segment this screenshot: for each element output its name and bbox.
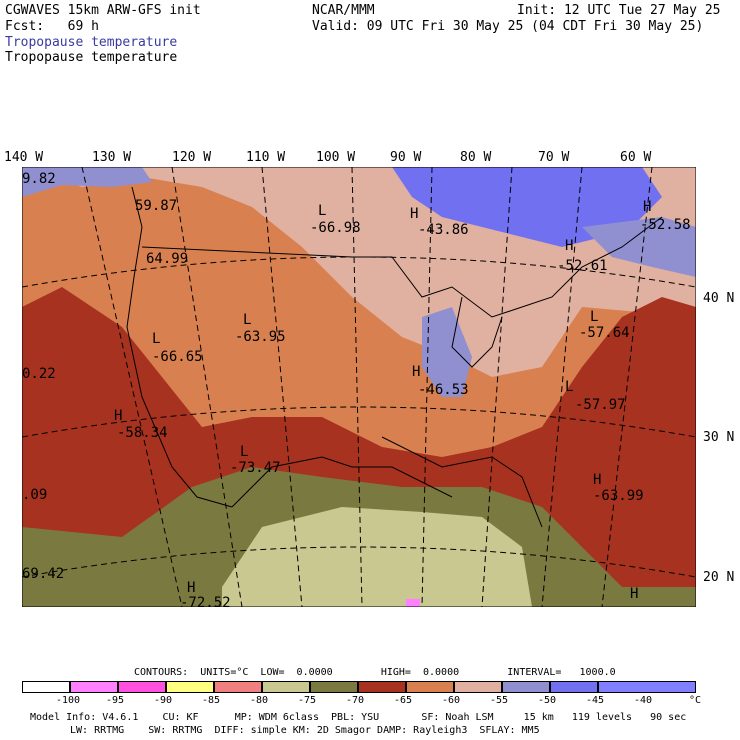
high-marker: H	[412, 364, 421, 380]
map-value-label: -52.58	[640, 217, 691, 233]
map-value-label: .09	[22, 487, 48, 503]
lon-label: 140 W	[4, 150, 44, 165]
legend-tick-label: -85	[202, 695, 221, 706]
center-label: NCAR/MMM	[312, 3, 375, 18]
map-value-label: -43.86	[418, 222, 469, 238]
map-value-label: -63.99	[593, 488, 644, 504]
lon-label: 110 W	[246, 150, 286, 165]
low-marker: L	[318, 203, 327, 219]
high-marker: H	[643, 199, 652, 215]
high-marker: H	[565, 238, 574, 254]
legend-tick-label: -40	[634, 695, 653, 706]
high-marker: H	[593, 472, 602, 488]
lon-label: 130 W	[92, 150, 132, 165]
low-marker: L	[565, 379, 574, 395]
legend-swatch	[550, 681, 598, 693]
forecast-hour: Fcst: 69 h	[5, 19, 99, 34]
legend-tick-label: -95	[106, 695, 125, 706]
legend-swatch	[70, 681, 118, 693]
low-marker: L	[152, 331, 161, 347]
field-title-primary: Tropopause temperature	[5, 35, 178, 50]
tropopause-temperature-map	[22, 167, 696, 607]
map-value-label: -57.97	[575, 397, 626, 413]
legend-swatch	[166, 681, 214, 693]
legend-tick-label: -100	[56, 695, 81, 706]
legend-swatch	[454, 681, 502, 693]
map-value-label: 0.22	[22, 366, 56, 382]
lat-label: 40 N	[703, 291, 735, 306]
lon-label: 100 W	[316, 150, 356, 165]
legend-swatch	[22, 681, 70, 693]
map-value-label: 59.87	[135, 198, 178, 214]
legend-tick-label: -55	[490, 695, 509, 706]
init-time: Init: 12 UTC Tue 27 May 25	[517, 3, 721, 18]
legend-unit-label: °C	[689, 695, 702, 706]
valid-time: Valid: 09 UTC Fri 30 May 25 (04 CDT Fri …	[312, 19, 704, 34]
lon-label: 90 W	[390, 150, 422, 165]
high-marker: H	[410, 206, 419, 222]
model-info-line2: LW: RRTMG SW: RRTMG DIFF: simple KM: 2D …	[70, 725, 540, 736]
legend-swatch	[214, 681, 262, 693]
lon-label: 80 W	[460, 150, 492, 165]
legend-swatch	[310, 681, 358, 693]
map-value-label: -66.65	[152, 349, 203, 365]
legend-swatch	[406, 681, 454, 693]
lon-label: 60 W	[620, 150, 652, 165]
map-value-label: -46.53	[418, 382, 469, 398]
contours-info: CONTOURS: UNITS=°C LOW= 0.0000 HIGH= 0.0…	[134, 667, 616, 678]
high-marker: H	[114, 408, 123, 424]
legend-tick-label: -45	[586, 695, 605, 706]
map-value-label: 64.99	[146, 251, 189, 267]
legend-swatch	[598, 681, 696, 693]
map-value-label: 9.82	[22, 171, 56, 187]
legend-tick-label: -70	[346, 695, 365, 706]
model-title: CGWAVES 15km ARW-GFS init	[5, 3, 201, 18]
lat-label: 30 N	[703, 430, 735, 445]
model-info-line1: Model Info: V4.6.1 CU: KF MP: WDM 6class…	[30, 712, 687, 723]
field-title-secondary: Tropopause temperature	[5, 50, 178, 65]
map-value-label: -58.34	[117, 425, 168, 441]
legend-tick-label: -90	[154, 695, 173, 706]
map-value-label: -57.64	[579, 325, 630, 341]
low-marker: L	[243, 312, 252, 328]
legend-swatch	[358, 681, 406, 693]
high-marker: H	[630, 586, 639, 602]
lon-label: 70 W	[538, 150, 570, 165]
legend-tick-label: -50	[538, 695, 557, 706]
map-value-label: -63.95	[235, 329, 286, 345]
legend-tick-label: -80	[250, 695, 269, 706]
low-marker: L	[240, 444, 249, 460]
low-marker: L	[590, 309, 599, 325]
high-marker: H	[187, 580, 196, 596]
legend-tick-label: -60	[442, 695, 461, 706]
map-value-label: -73.47	[230, 460, 281, 476]
map-value-label: -52.61	[557, 258, 608, 274]
legend-swatch	[502, 681, 550, 693]
map-value-label: -66.98	[310, 220, 361, 236]
map-value-label: -72.52	[180, 595, 231, 611]
legend-swatch	[262, 681, 310, 693]
lat-label: 20 N	[703, 570, 735, 585]
legend-tick-label: -75	[298, 695, 317, 706]
legend-swatch	[118, 681, 166, 693]
legend-tick-label: -65	[394, 695, 413, 706]
map-value-label: 69.42	[22, 566, 65, 582]
lon-label: 120 W	[172, 150, 212, 165]
